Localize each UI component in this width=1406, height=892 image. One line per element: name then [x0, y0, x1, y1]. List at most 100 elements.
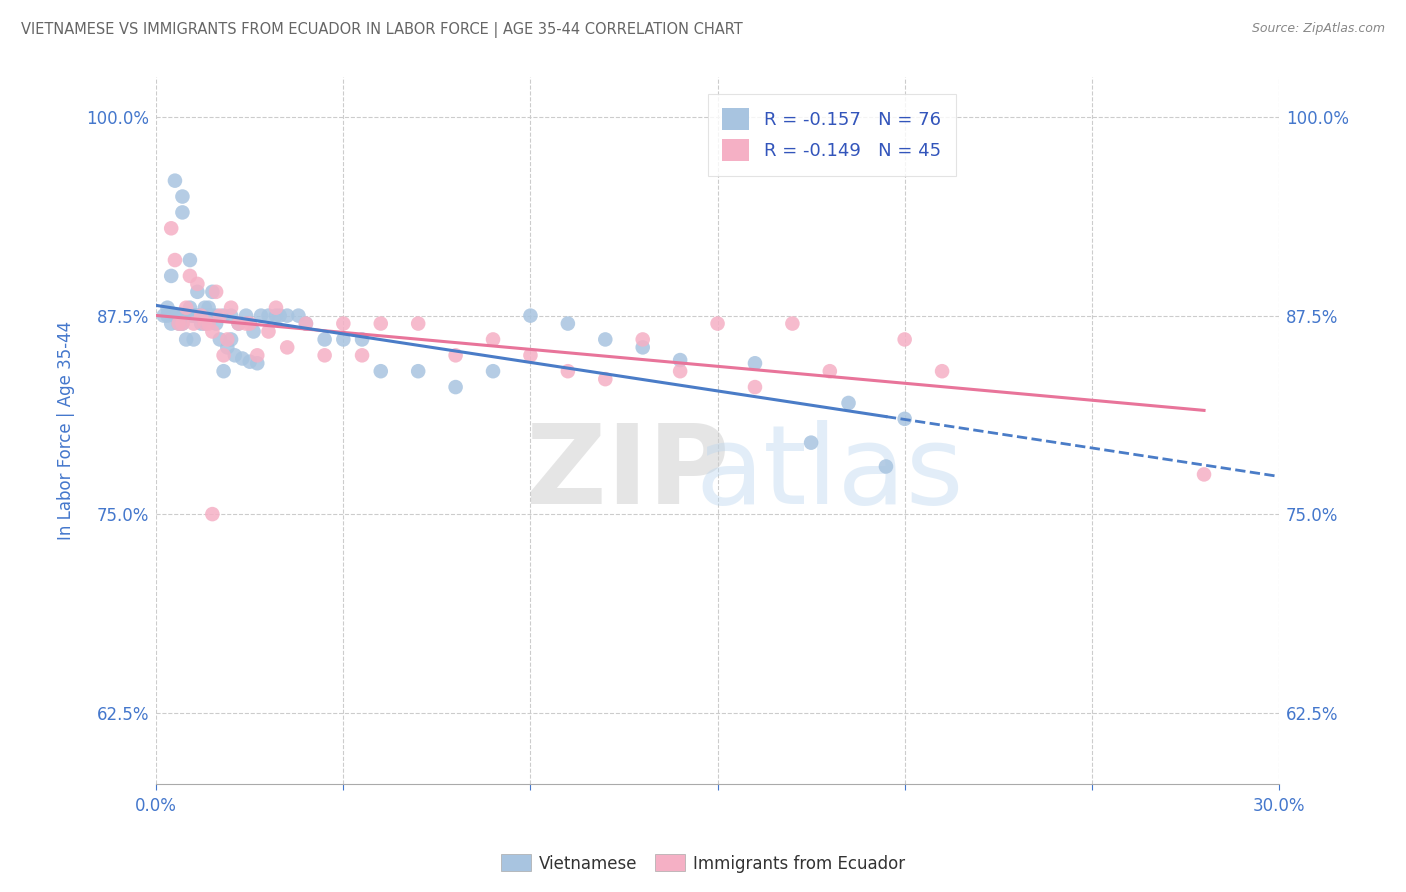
Point — [190, 309, 212, 323]
Point — [190, 317, 212, 331]
Legend: R = -0.157   N = 76, R = -0.149   N = 45: R = -0.157 N = 76, R = -0.149 N = 45 — [709, 94, 956, 176]
Point — [201, 507, 224, 521]
Point — [205, 317, 228, 331]
Point — [406, 364, 429, 378]
Point — [235, 317, 257, 331]
Point — [1192, 467, 1215, 482]
Point — [179, 309, 201, 323]
Point — [269, 309, 291, 323]
Point — [800, 435, 823, 450]
Point — [160, 221, 183, 235]
Point — [163, 253, 186, 268]
Point — [156, 301, 179, 315]
Point — [174, 309, 197, 323]
Text: ZIP: ZIP — [526, 419, 730, 526]
Point — [893, 412, 915, 426]
Point — [838, 396, 860, 410]
Point — [669, 364, 692, 378]
Point — [160, 317, 183, 331]
Point — [179, 253, 201, 268]
Point — [201, 285, 224, 299]
Point — [875, 459, 897, 474]
Point — [931, 364, 953, 378]
Point — [444, 380, 467, 394]
Point — [194, 317, 217, 331]
Point — [295, 317, 318, 331]
Point — [208, 333, 231, 347]
Point — [287, 309, 309, 323]
Point — [519, 348, 541, 362]
Point — [482, 333, 505, 347]
Point — [174, 309, 197, 323]
Point — [212, 348, 235, 362]
Point — [782, 317, 804, 331]
Point — [228, 317, 250, 331]
Point — [239, 354, 262, 368]
Point — [631, 340, 654, 354]
Point — [212, 309, 235, 323]
Point — [235, 309, 257, 323]
Point — [231, 351, 253, 366]
Point — [172, 205, 194, 219]
Point — [482, 364, 505, 378]
Point — [217, 340, 239, 354]
Point — [174, 301, 197, 315]
Point — [152, 309, 174, 323]
Point — [186, 277, 208, 291]
Point — [179, 301, 201, 315]
Point — [186, 285, 208, 299]
Text: Source: ZipAtlas.com: Source: ZipAtlas.com — [1251, 22, 1385, 36]
Point — [276, 309, 298, 323]
Point — [242, 325, 264, 339]
Point — [264, 301, 287, 315]
Point — [370, 364, 392, 378]
Point — [197, 309, 219, 323]
Point — [224, 348, 246, 362]
Point — [201, 325, 224, 339]
Point — [893, 333, 915, 347]
Point — [257, 325, 280, 339]
Point — [250, 309, 273, 323]
Point — [183, 309, 205, 323]
Point — [219, 333, 242, 347]
Point — [406, 317, 429, 331]
Y-axis label: In Labor Force | Age 35-44: In Labor Force | Age 35-44 — [58, 321, 75, 541]
Point — [276, 340, 298, 354]
Point — [172, 189, 194, 203]
Point — [352, 333, 374, 347]
Point — [183, 309, 205, 323]
Point — [197, 317, 219, 331]
Point — [183, 317, 205, 331]
Point — [519, 309, 541, 323]
Point — [190, 309, 212, 323]
Point — [314, 333, 336, 347]
Point — [194, 301, 217, 315]
Point — [219, 301, 242, 315]
Point — [257, 309, 280, 323]
Point — [160, 268, 183, 283]
Point — [172, 317, 194, 331]
Point — [201, 309, 224, 323]
Point — [163, 174, 186, 188]
Point — [669, 353, 692, 368]
Point — [190, 309, 212, 323]
Point — [314, 348, 336, 362]
Point — [179, 268, 201, 283]
Point — [163, 309, 186, 323]
Legend: Vietnamese, Immigrants from Ecuador: Vietnamese, Immigrants from Ecuador — [495, 847, 911, 880]
Point — [744, 380, 766, 394]
Point — [183, 333, 205, 347]
Point — [174, 309, 197, 323]
Point — [194, 317, 217, 331]
Point — [205, 309, 228, 323]
Point — [332, 333, 354, 347]
Point — [217, 333, 239, 347]
Point — [557, 364, 579, 378]
Point — [332, 317, 354, 331]
Point — [156, 309, 179, 323]
Point — [167, 317, 190, 331]
Point — [239, 317, 262, 331]
Point — [212, 364, 235, 378]
Point — [818, 364, 841, 378]
Point — [706, 317, 728, 331]
